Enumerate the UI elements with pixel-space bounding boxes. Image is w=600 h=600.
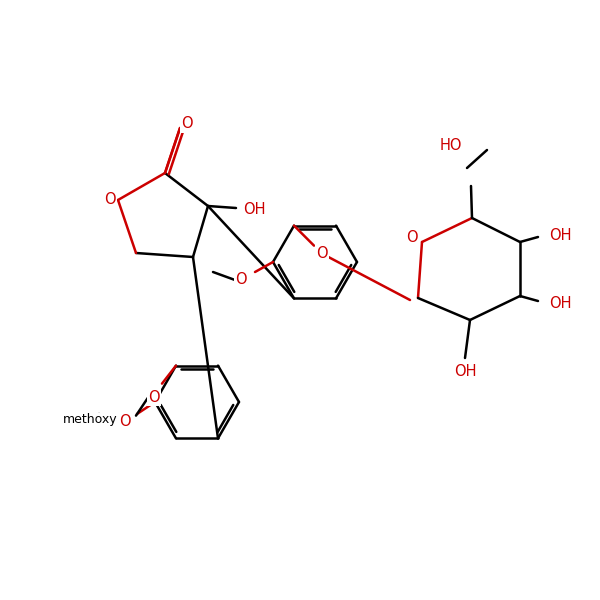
Text: HO: HO: [440, 139, 462, 154]
Text: O: O: [235, 272, 247, 287]
Text: O: O: [119, 415, 131, 430]
Text: OH: OH: [243, 202, 265, 217]
Text: methoxy: methoxy: [62, 413, 118, 427]
Text: O: O: [148, 390, 160, 405]
Text: O: O: [316, 246, 328, 261]
Text: OH: OH: [549, 295, 571, 311]
Text: OH: OH: [549, 227, 571, 242]
Text: O: O: [104, 193, 116, 208]
Text: O: O: [181, 116, 193, 131]
Text: OH: OH: [454, 364, 476, 379]
Text: O: O: [406, 230, 418, 245]
